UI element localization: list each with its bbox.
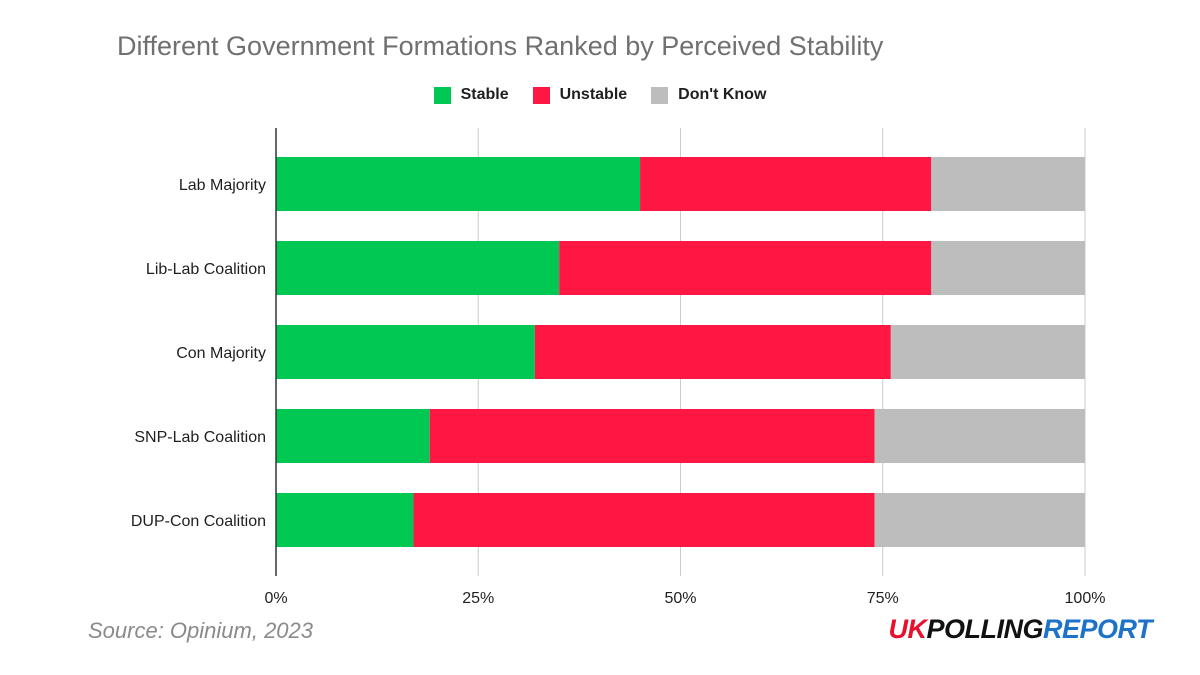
bar-0-2	[931, 157, 1085, 211]
legend-item-0: Stable	[433, 86, 509, 104]
x-tick-label-1: 25%	[462, 590, 494, 607]
legend-label-2: Don't Know	[678, 86, 767, 103]
x-tick-label-3: 75%	[867, 590, 899, 607]
bar-2-2	[890, 325, 1085, 379]
category-label-4: DUP-Con Coalition	[131, 513, 266, 530]
bars	[276, 157, 1085, 547]
bar-1-0	[276, 241, 560, 295]
x-tick-label-0: 0%	[264, 590, 287, 607]
legend-swatch-2	[651, 86, 669, 104]
bar-3-1	[429, 409, 875, 463]
legend-item-2: Don't Know	[651, 86, 766, 104]
x-tick-labels: 0% 25% 50% 75% 100%	[264, 590, 1105, 607]
bar-0-1	[640, 157, 932, 211]
bar-1-2	[931, 241, 1085, 295]
brand-logo-polling: POLLING	[926, 614, 1043, 644]
bar-3-2	[874, 409, 1085, 463]
brand-logo-uk: UK	[888, 614, 927, 644]
bar-3-0	[276, 409, 430, 463]
legend-label-1: Unstable	[559, 86, 628, 103]
bar-0-0	[276, 157, 641, 211]
category-label-1: Lib-Lab Coalition	[146, 261, 266, 278]
legend-label-0: Stable	[460, 86, 509, 103]
legend: Stable Unstable Don't Know	[0, 86, 1200, 104]
x-tick-label-2: 50%	[664, 590, 696, 607]
legend-swatch-0	[433, 86, 451, 104]
bar-4-2	[874, 493, 1085, 547]
bar-1-1	[559, 241, 932, 295]
category-label-2: Con Majority	[176, 345, 266, 362]
category-labels: Lab Majority Lib-Lab Coalition Con Majorit…	[131, 177, 266, 530]
legend-swatch-1	[532, 86, 550, 104]
chart-title: Different Government Formations Ranked b…	[117, 31, 884, 61]
source-note: Source: Opinium, 2023	[88, 618, 314, 643]
x-tick-label-4: 100%	[1065, 590, 1106, 607]
category-label-3: SNP-Lab Coalition	[134, 429, 266, 446]
bar-4-0	[276, 493, 414, 547]
bar-2-0	[276, 325, 535, 379]
bar-4-1	[413, 493, 875, 547]
brand-logo-report: REPORT	[1042, 614, 1153, 644]
legend-item-1: Unstable	[532, 86, 628, 104]
category-label-0: Lab Majority	[179, 177, 266, 194]
bar-2-1	[534, 325, 891, 379]
brand-logo: UKPOLLINGREPORT	[888, 614, 1152, 645]
